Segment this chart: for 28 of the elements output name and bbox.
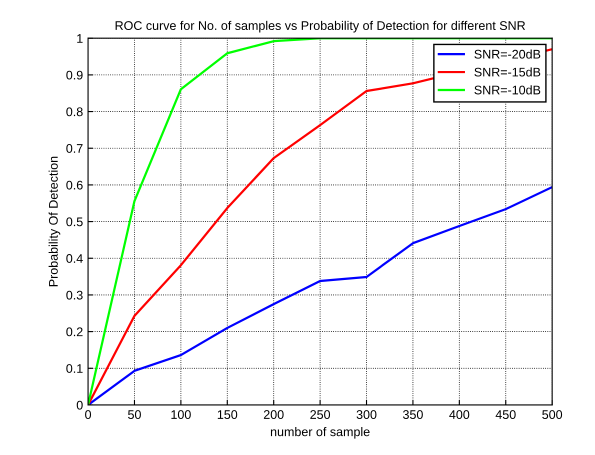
legend-label: SNR=-10dB	[474, 85, 540, 94]
y-tick-label: 0.1	[66, 364, 83, 373]
y-tick-label: 0.2	[66, 327, 83, 336]
y-tick-label: 0.3	[66, 290, 83, 300]
x-tick-label: 350	[402, 410, 423, 419]
x-tick-label: 100	[171, 410, 191, 419]
y-axis-title: Probability Of Detection	[48, 156, 60, 286]
y-tick-label: 1	[77, 34, 83, 43]
x-axis-title: number of sample	[270, 427, 370, 439]
y-tick-label: 0.6	[66, 180, 83, 190]
x-tick-label: 500	[542, 410, 562, 419]
y-tick-label: 0.4	[66, 254, 83, 263]
legend-label: SNR=-15dB	[474, 67, 540, 77]
y-tick-label: 0.5	[66, 217, 83, 226]
y-tick-label: 0	[76, 400, 83, 410]
x-tick-label: 150	[218, 410, 238, 419]
x-tick-label: 450	[496, 410, 516, 419]
x-tick-label: 50	[128, 410, 141, 419]
y-tick-label: 0.9	[66, 70, 83, 80]
x-tick-label: 0	[85, 410, 92, 419]
x-tick-label: 200	[264, 410, 284, 419]
x-tick-label: 300	[356, 410, 376, 419]
x-tick-label: 400	[449, 410, 470, 419]
chart-title: ROC curve for No. of samples vs Probability of Detection for different SNR	[116, 20, 526, 32]
y-tick-label: 0.8	[66, 107, 83, 116]
legend-label: SNR=-20dB	[474, 49, 540, 59]
x-tick-label: 250	[310, 410, 330, 419]
y-tick-label: 0.7	[66, 144, 83, 153]
